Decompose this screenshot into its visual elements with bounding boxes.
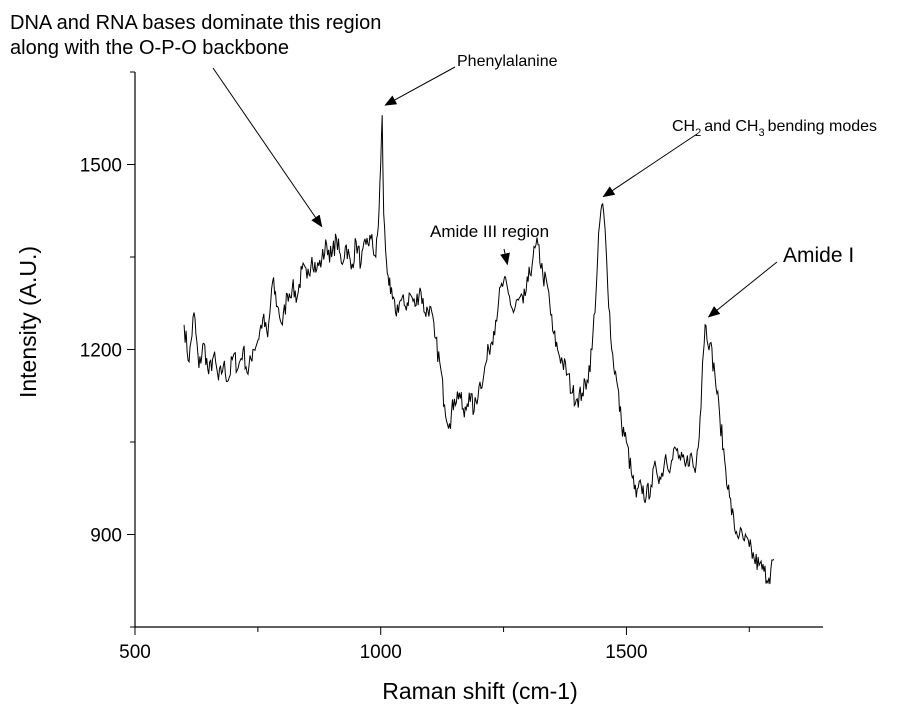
axis-tick-labels: 500 1000 1500 900 1200 1500 <box>80 156 648 664</box>
svg-text:DNA and RNA bases dominate thi: DNA and RNA bases dominate this region <box>10 12 381 34</box>
annotation-arrow-amide-iii <box>500 248 510 266</box>
axis-ticks <box>127 71 750 635</box>
annotation-amide-i: Amide I <box>707 244 854 318</box>
svg-text:Phenylalanine: Phenylalanine <box>457 53 558 70</box>
x-tick-label: 500 <box>119 642 151 663</box>
x-tick-label: 1500 <box>605 642 647 663</box>
annotation-amide-iii: Amide III region <box>430 222 549 266</box>
spectrum-line <box>183 115 775 585</box>
svg-text:Amide I: Amide I <box>783 244 854 267</box>
annotation-arrow-amide-i <box>707 261 778 318</box>
annotation-arrow-dna-rna <box>212 67 323 228</box>
svg-text:Amide III region: Amide III region <box>430 222 549 241</box>
annotation-ch2-ch3: CH2 and CH3 bending modes <box>602 118 877 198</box>
y-tick-label: 900 <box>90 526 122 547</box>
annotation-arrow-phenylalanine <box>384 66 456 106</box>
x-tick-label: 1000 <box>360 642 402 663</box>
annotation-dna-rna: DNA and RNA bases dominate this region a… <box>10 12 381 228</box>
y-tick-label: 1200 <box>80 341 122 362</box>
x-axis-title: Raman shift (cm-1) <box>382 678 578 704</box>
annotation-arrow-ch2-ch3 <box>602 133 698 198</box>
annotation-phenylalanine: Phenylalanine <box>384 53 558 106</box>
y-axis-title: Intensity (A.U.) <box>15 246 41 398</box>
svg-text:along with the O-P-O backbone: along with the O-P-O backbone <box>10 37 289 59</box>
y-tick-label: 1500 <box>80 156 122 177</box>
